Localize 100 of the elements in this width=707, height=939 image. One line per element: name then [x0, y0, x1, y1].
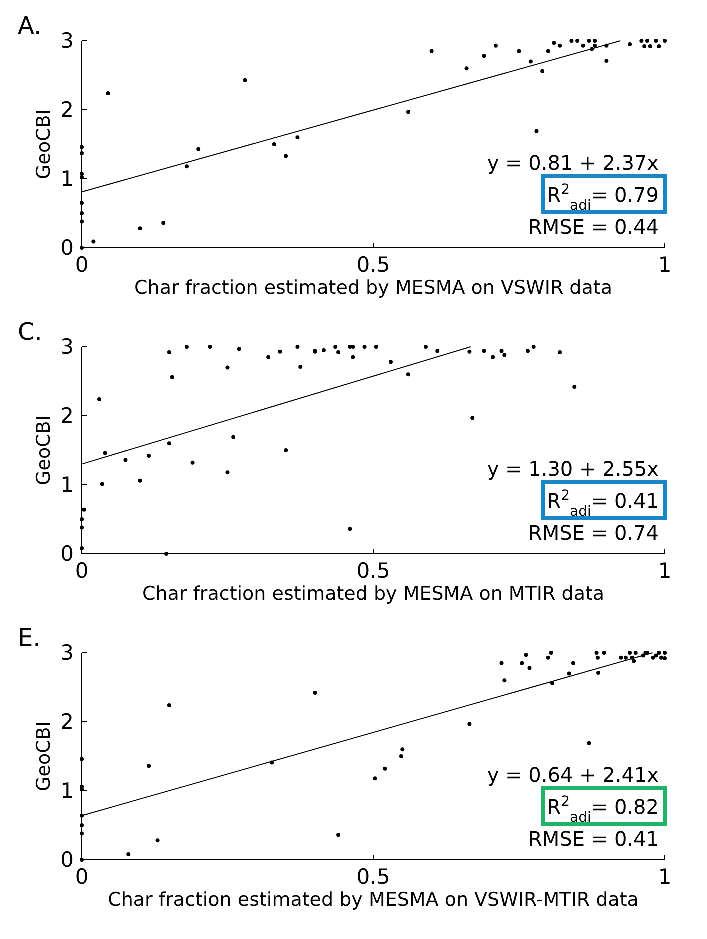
- point: [502, 353, 507, 358]
- point: [184, 164, 189, 169]
- point: [313, 691, 318, 696]
- point: [642, 44, 647, 49]
- point: [624, 656, 628, 660]
- point: [628, 42, 632, 46]
- point: [147, 454, 152, 458]
- point: [266, 355, 271, 360]
- point: [526, 349, 530, 354]
- point: [648, 44, 652, 49]
- point: [520, 661, 524, 666]
- point: [581, 44, 586, 48]
- point: [334, 345, 338, 349]
- point: [570, 39, 574, 43]
- x-tick-label: 1: [658, 865, 672, 889]
- point: [602, 651, 606, 655]
- y-axis-title: GeoCBI: [33, 110, 55, 180]
- point: [80, 176, 84, 180]
- y-tick-label: 1: [60, 167, 74, 191]
- point: [97, 397, 102, 402]
- point: [464, 66, 469, 71]
- y-tick-label: 1: [60, 779, 74, 803]
- point: [124, 458, 128, 462]
- point: [494, 44, 498, 48]
- x-tick-label: 0: [75, 253, 89, 277]
- x-axis-title: Char fraction estimated by MESMA on VSWIR data: [134, 277, 612, 299]
- point: [500, 661, 504, 666]
- point: [587, 39, 592, 43]
- point: [528, 666, 532, 670]
- point: [190, 460, 195, 465]
- point: [634, 651, 638, 655]
- point: [82, 508, 86, 512]
- point: [567, 672, 572, 676]
- point: [80, 212, 84, 216]
- point: [170, 375, 174, 380]
- point: [126, 852, 131, 856]
- point: [351, 345, 356, 349]
- y-tick-label: 0: [60, 542, 74, 566]
- point: [549, 651, 554, 655]
- annotation: RMSE = 0.74: [528, 521, 659, 545]
- point: [184, 345, 189, 349]
- point: [528, 60, 533, 64]
- y-tick-label: 2: [60, 404, 74, 428]
- chart-title: C.: [18, 318, 42, 346]
- point: [103, 451, 108, 456]
- point: [296, 345, 300, 349]
- point: [162, 221, 166, 226]
- point: [468, 350, 472, 354]
- point: [657, 651, 662, 655]
- point: [388, 360, 393, 364]
- point: [164, 552, 169, 556]
- point: [399, 754, 404, 758]
- point: [502, 678, 507, 683]
- annotation: R$^{2}$$_{adi}$= 0.41: [547, 488, 659, 520]
- point: [654, 39, 658, 43]
- point: [138, 478, 142, 483]
- y-tick-label: 2: [60, 98, 74, 122]
- point: [80, 858, 84, 862]
- x-tick-label: 0.5: [356, 559, 390, 583]
- point: [272, 142, 276, 146]
- point: [80, 220, 84, 224]
- chart-title: A.: [18, 12, 42, 40]
- point: [596, 671, 601, 676]
- point: [80, 526, 84, 530]
- point: [546, 656, 550, 660]
- point: [663, 656, 667, 661]
- point: [284, 448, 288, 452]
- point: [406, 372, 410, 377]
- point: [80, 151, 84, 156]
- point: [147, 764, 152, 768]
- point: [106, 91, 110, 96]
- point: [138, 226, 142, 231]
- point: [237, 347, 242, 352]
- point: [500, 349, 504, 354]
- point: [572, 385, 577, 390]
- y-axis-title: GeoCBI: [33, 722, 55, 792]
- point: [400, 748, 405, 752]
- point: [351, 355, 356, 360]
- point: [80, 246, 84, 250]
- point: [298, 365, 303, 370]
- point: [80, 546, 84, 550]
- point: [208, 345, 212, 349]
- point: [436, 349, 440, 354]
- y-axis-title: GeoCBI: [33, 416, 55, 486]
- point: [80, 201, 84, 206]
- x-tick-label: 1: [658, 559, 672, 583]
- point: [156, 838, 160, 843]
- point: [517, 49, 522, 54]
- x-tick-label: 1: [658, 253, 672, 277]
- point: [663, 39, 667, 43]
- x-axis-title: Char fraction estimated by MESMA on MTIR data: [142, 583, 605, 605]
- x-tick-label: 0.5: [356, 253, 390, 277]
- point: [226, 470, 230, 475]
- chart-title: E.: [18, 624, 41, 652]
- point: [646, 39, 650, 43]
- point: [540, 69, 545, 74]
- point: [534, 129, 539, 134]
- annotation: y = 0.64 + 2.41x: [487, 763, 660, 787]
- annotation: RMSE = 0.44: [528, 215, 659, 239]
- point: [284, 154, 288, 158]
